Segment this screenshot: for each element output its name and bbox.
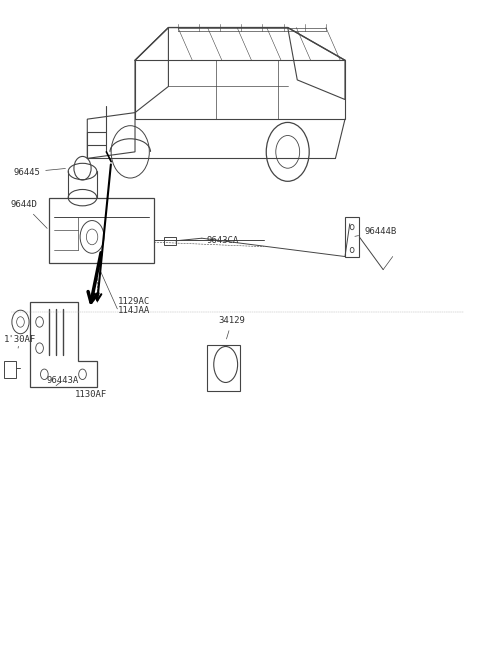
Text: 1'30AF: 1'30AF	[4, 334, 36, 348]
Text: 96443A: 96443A	[47, 376, 79, 386]
Text: 114JAA: 114JAA	[118, 306, 151, 315]
Text: 96445: 96445	[13, 168, 65, 177]
Bar	[4, 361, 16, 378]
Text: 34129: 34129	[218, 316, 245, 339]
Text: 9643CA: 9643CA	[195, 237, 239, 246]
Text: 96444B: 96444B	[355, 227, 396, 237]
Text: 9644D: 9644D	[11, 200, 47, 229]
Text: 1130AF: 1130AF	[75, 390, 108, 399]
Bar	[164, 237, 176, 245]
Bar	[206, 345, 240, 391]
Bar	[345, 217, 360, 256]
Text: 1129AC: 1129AC	[118, 297, 151, 306]
